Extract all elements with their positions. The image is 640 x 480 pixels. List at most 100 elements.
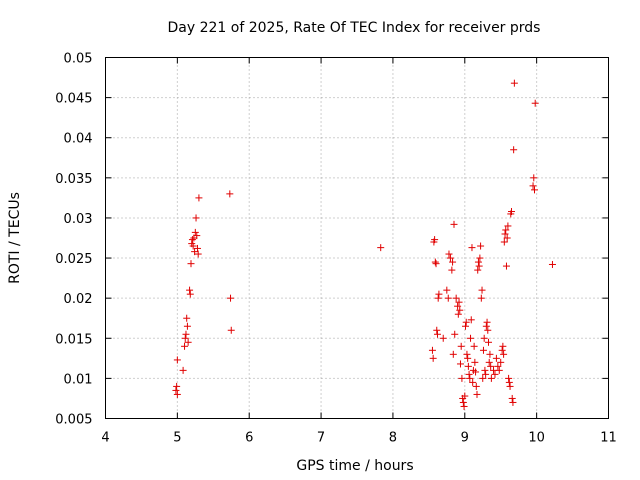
data-point	[503, 234, 511, 242]
data-point	[486, 350, 494, 358]
data-point	[463, 350, 471, 358]
data-point	[183, 322, 191, 330]
data-point	[480, 334, 488, 342]
data-point	[479, 346, 487, 354]
data-point	[510, 79, 518, 87]
data-point	[435, 290, 443, 298]
data-point	[179, 366, 187, 374]
data-point	[449, 350, 457, 358]
data-point	[431, 236, 439, 244]
data-point	[195, 194, 203, 202]
data-point	[506, 382, 514, 390]
x-tick-label: 7	[317, 431, 325, 446]
data-point	[192, 214, 200, 222]
data-point	[184, 338, 192, 346]
data-point	[472, 368, 480, 376]
data-point	[469, 378, 477, 386]
data-point	[456, 306, 464, 314]
data-point	[531, 99, 539, 107]
data-point	[464, 362, 472, 370]
data-point	[483, 318, 491, 326]
data-point	[509, 398, 517, 406]
chart-title: Day 221 of 2025, Rate Of TEC Index for r…	[168, 20, 541, 36]
data-point	[471, 358, 479, 366]
x-axis-label: GPS time / hours	[296, 458, 413, 474]
data-point	[530, 174, 538, 182]
data-point	[477, 294, 485, 302]
data-point	[431, 258, 439, 266]
data-point	[434, 294, 442, 302]
data-point	[443, 286, 451, 294]
data-point	[457, 342, 465, 350]
y-tick-label: 0.04	[64, 132, 93, 147]
data-point	[499, 342, 507, 350]
axis-ticks: 4 5 6 7 8 9 10 11 0.005 0.01 0.015 0.02 0.025 0.03 0.0…	[55, 52, 616, 446]
x-tick-label: 9	[461, 431, 469, 446]
data-point	[468, 244, 476, 252]
x-tick-label: 5	[173, 431, 181, 446]
data-point	[227, 294, 235, 302]
data-point	[474, 266, 482, 274]
data-point	[173, 356, 181, 364]
data-point	[467, 334, 475, 342]
y-tick-label: 0.05	[64, 52, 93, 67]
data-point	[182, 330, 190, 338]
y-tick-label: 0.005	[55, 413, 92, 428]
data-point	[188, 236, 196, 244]
y-tick-label: 0.03	[64, 212, 93, 227]
data-point	[455, 298, 463, 306]
data-point	[456, 360, 464, 368]
data-point	[485, 358, 493, 366]
data-point	[193, 232, 201, 240]
data-point	[502, 226, 510, 234]
data-point	[504, 222, 512, 230]
data-point	[172, 386, 180, 394]
data-point	[187, 260, 195, 268]
data-point	[454, 302, 462, 310]
y-tick-label: 0.045	[55, 92, 92, 107]
data-point	[450, 220, 458, 228]
data-point	[475, 262, 483, 270]
data-point	[452, 294, 460, 302]
data-point	[432, 260, 440, 268]
data-point	[464, 354, 472, 362]
data-point	[505, 374, 513, 382]
data-point	[477, 242, 485, 250]
data-point	[181, 334, 189, 342]
data-point	[507, 208, 515, 216]
y-tick-label: 0.02	[64, 292, 93, 307]
x-tick-label: 6	[245, 431, 253, 446]
data-point	[501, 230, 509, 238]
y-tick-label: 0.025	[55, 252, 92, 267]
data-point	[492, 354, 500, 362]
data-point	[478, 286, 486, 294]
data-point	[487, 362, 495, 370]
data-point	[472, 382, 480, 390]
data-point	[186, 286, 194, 294]
data-point	[484, 338, 492, 346]
data-point	[193, 244, 201, 252]
data-point	[482, 370, 490, 378]
data-point	[487, 374, 495, 382]
data-point	[481, 366, 489, 374]
data-point	[479, 374, 487, 382]
data-point	[466, 374, 474, 382]
x-tick-label: 8	[389, 431, 397, 446]
data-point	[510, 146, 518, 154]
data-point	[191, 248, 199, 256]
data-point	[467, 316, 475, 324]
data-point	[474, 258, 482, 266]
data-point	[189, 242, 197, 250]
y-tick-label: 0.035	[55, 172, 92, 187]
data-point	[548, 260, 556, 268]
data-point	[494, 362, 502, 370]
data-point	[446, 254, 454, 262]
data-point	[429, 354, 437, 362]
data-point	[484, 326, 492, 334]
data-point	[445, 250, 453, 258]
data-point	[482, 322, 490, 330]
data-point	[530, 186, 538, 194]
data-point	[500, 350, 508, 358]
data-point	[476, 254, 484, 262]
